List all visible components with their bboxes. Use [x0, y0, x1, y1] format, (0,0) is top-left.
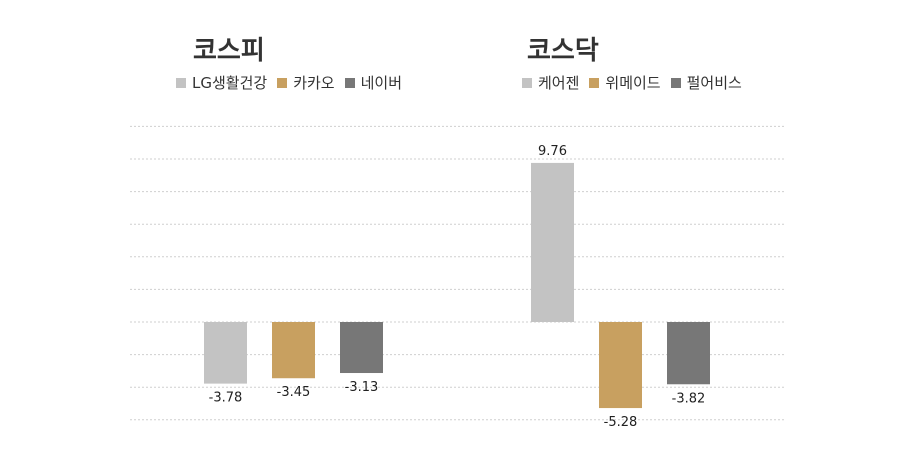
kospi-title: 코스피: [193, 36, 265, 66]
value-label: -5.28: [604, 415, 638, 430]
legend-swatch-light-gray: [176, 77, 186, 88]
legend-swatch-gold: [589, 77, 600, 88]
value-label: -3.82: [672, 391, 706, 406]
legend-item: 위메이드: [589, 72, 661, 93]
bar-kospi-3: [340, 322, 383, 374]
legend-swatch-dark-gray: [670, 77, 681, 88]
legend-label: 카카오: [293, 74, 335, 92]
value-label: 9.76: [538, 144, 567, 159]
legend-item: LG생활건강: [176, 72, 267, 93]
legend-item: 네이버: [344, 72, 402, 93]
value-label: -3.13: [345, 380, 379, 395]
bar-kosdaq-2: [599, 322, 642, 409]
legend-label: 네이버: [360, 74, 402, 92]
legend-item: 펄어비스: [670, 72, 742, 93]
kosdaq-legend: 케어젠 위메이드 펄어비스: [522, 72, 742, 93]
value-label: -3.78: [209, 391, 243, 406]
value-label: -3.45: [277, 385, 311, 400]
legend-label: LG생활건강: [192, 74, 268, 92]
legend-swatch-gold: [277, 77, 288, 88]
bar-kospi-2: [272, 322, 315, 379]
bar-kosdaq-3: [667, 322, 710, 385]
legend-label: 펄어비스: [686, 74, 742, 92]
kospi-legend: LG생활건강 카카오 네이버: [176, 72, 402, 93]
legend-label: 위메이드: [605, 74, 661, 92]
bar-kosdaq-1: [531, 162, 574, 322]
legend-swatch-dark-gray: [344, 77, 355, 88]
kosdaq-title: 코스닥: [527, 36, 599, 66]
legend-item: 케어젠: [522, 72, 579, 93]
legend-label: 케어젠: [538, 74, 580, 92]
bar-kospi-1: [204, 322, 247, 384]
legend-swatch-light-gray: [522, 77, 532, 88]
legend-item: 카카오: [277, 72, 335, 93]
